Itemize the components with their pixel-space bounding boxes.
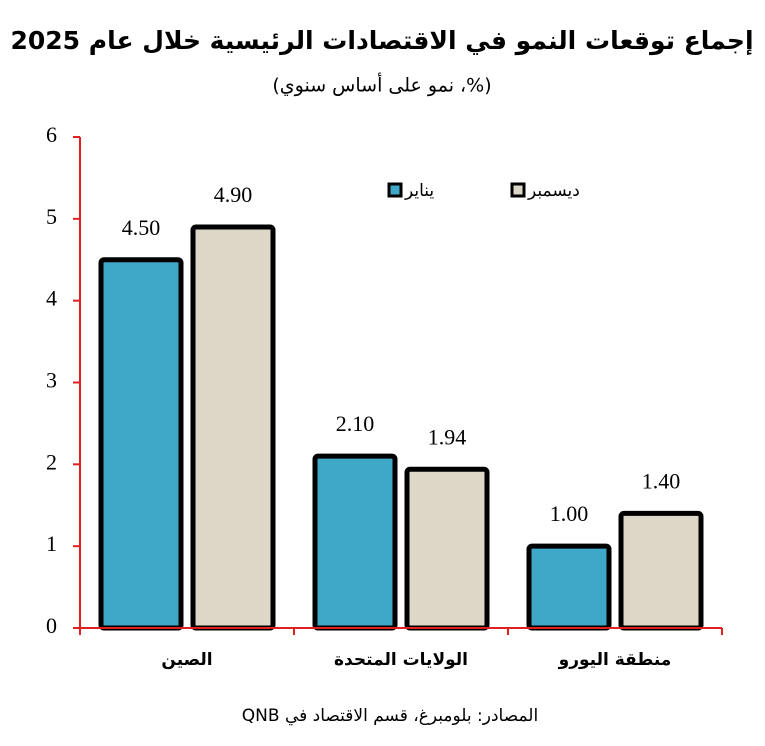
- source-note: المصادر: بلومبرغ، قسم الاقتصاد في QNB: [242, 706, 538, 726]
- y-tick-label: 4: [46, 286, 57, 311]
- x-tick-label: الولايات المتحدة: [334, 650, 468, 670]
- y-tick-label: 5: [46, 204, 57, 229]
- y-tick-label: 3: [46, 368, 57, 393]
- legend-label: يناير: [404, 181, 434, 201]
- legend-swatch: [387, 182, 403, 198]
- bar: [526, 543, 612, 631]
- bar: [404, 466, 490, 631]
- bar: [618, 510, 704, 631]
- x-tick-label: الصين: [161, 650, 212, 670]
- x-tick-label: منطقة اليورو: [558, 650, 672, 670]
- legend-swatch: [510, 182, 526, 198]
- value-label: 2.10: [336, 411, 375, 436]
- y-tick-label: 0: [46, 613, 57, 638]
- y-tick-label: 6: [46, 122, 57, 147]
- legend-label: ديسمبر: [527, 181, 580, 201]
- bar: [190, 224, 276, 631]
- chart-subtitle: (%، نمو على أساس سنوي): [272, 73, 491, 97]
- bar: [98, 257, 184, 631]
- y-tick-label: 1: [46, 531, 57, 556]
- value-label: 1.94: [428, 424, 467, 449]
- value-label: 1.00: [550, 501, 589, 526]
- chart-title: إجماع توقعات النمو في الاقتصادات الرئيسي…: [10, 26, 753, 56]
- value-label: 1.40: [642, 468, 681, 493]
- value-label: 4.90: [214, 182, 253, 207]
- bar: [312, 453, 398, 631]
- value-label: 4.50: [122, 215, 161, 240]
- y-tick-label: 2: [46, 449, 57, 474]
